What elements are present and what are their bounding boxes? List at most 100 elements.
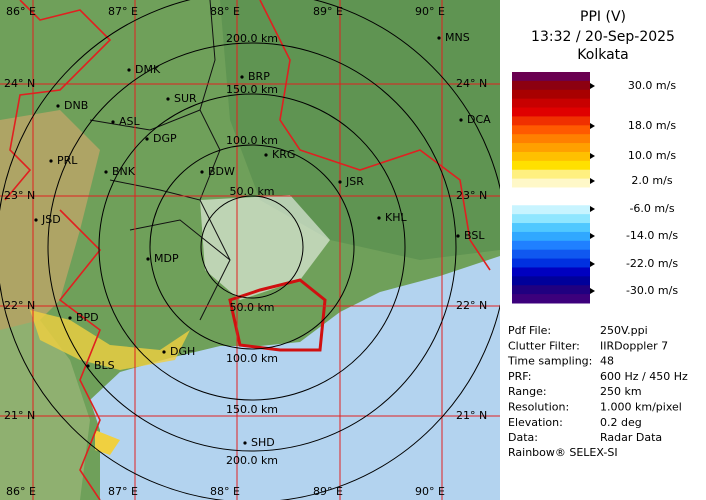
scale-band	[512, 240, 590, 251]
lat-label: 22° N	[456, 299, 487, 312]
ring-label: 100.0 km	[226, 352, 278, 365]
scale-band	[512, 116, 590, 126]
info-key: Range:	[508, 385, 547, 398]
scale-label: -6.0 m/s	[629, 202, 674, 215]
scale-tick	[590, 261, 595, 267]
info-value: 250V.ppi	[600, 324, 648, 337]
scale-label: -22.0 m/s	[626, 257, 678, 270]
scale-band	[512, 98, 590, 109]
scale-band	[512, 294, 590, 304]
city-label: ASL	[119, 115, 141, 128]
ring-label: 200.0 km	[226, 454, 278, 467]
scale-label: -14.0 m/s	[626, 229, 678, 242]
city-label: DNB	[64, 99, 88, 112]
city-dot	[68, 316, 72, 320]
scale-band	[512, 214, 590, 224]
lon-label: 86° E	[6, 485, 36, 498]
city-dot	[86, 364, 90, 368]
city-label: KRG	[272, 148, 295, 161]
lat-label: 21° N	[4, 409, 35, 422]
info-value: 1.000 km/pixel	[600, 401, 682, 414]
ring-label: 150.0 km	[226, 83, 278, 96]
city-label: SUR	[174, 92, 197, 105]
scale-tick	[590, 178, 595, 184]
city-dot	[437, 36, 441, 40]
scale-tick	[590, 288, 595, 294]
lat-label: 24° N	[4, 77, 35, 90]
scale-band	[512, 178, 590, 188]
scale-band	[512, 231, 590, 242]
city-dot	[338, 180, 342, 184]
lowland	[0, 320, 90, 500]
lon-label: 86° E	[6, 5, 36, 18]
scale-band	[512, 267, 590, 277]
lat-label: 24° N	[456, 77, 487, 90]
info-value: 250 km	[600, 385, 642, 398]
city-dot	[459, 118, 463, 122]
city-dot	[243, 441, 247, 445]
city-dot	[166, 97, 170, 101]
map: 86° E86° E87° E87° E88° E88° E89° E89° E…	[0, 0, 500, 500]
info-key: Pdf File:	[508, 324, 551, 337]
scale-label: 2.0 m/s	[631, 174, 672, 187]
city-dot	[377, 216, 381, 220]
city-label: BPD	[76, 311, 99, 324]
echo-white	[200, 195, 330, 300]
scale-band	[512, 72, 590, 82]
border	[58, 209, 102, 500]
city-dot	[111, 120, 115, 124]
city-label: DCA	[467, 113, 491, 126]
scale-band	[512, 249, 590, 260]
scale-band	[512, 276, 590, 286]
border	[259, 0, 491, 271]
city-label: DGH	[170, 345, 195, 358]
city-label: SHD	[251, 436, 275, 449]
city-label: JSR	[345, 175, 364, 188]
scale-tick	[590, 206, 595, 212]
lon-label: 89° E	[313, 5, 343, 18]
city-dot	[104, 170, 108, 174]
station: Kolkata	[577, 47, 628, 63]
city-dot	[145, 137, 149, 141]
echo-red	[228, 278, 327, 352]
city-label: BSL	[464, 229, 485, 242]
scale-band	[512, 285, 590, 295]
city-label: JSD	[41, 213, 61, 226]
scale-band	[512, 258, 590, 268]
lon-label: 87° E	[108, 485, 138, 498]
scale-band	[512, 151, 590, 162]
info-value: 600 Hz / 450 Hz	[600, 370, 688, 383]
scale-band	[512, 187, 590, 197]
title: PPI (V)	[580, 9, 626, 25]
info-value: 0.2 deg	[600, 416, 642, 429]
city-dot	[127, 68, 131, 72]
scale-label: 18.0 m/s	[628, 119, 676, 132]
lat-label: 22° N	[4, 299, 35, 312]
info-key: Time sampling:	[507, 355, 592, 368]
scale-band	[512, 143, 590, 153]
city-dot	[240, 75, 244, 79]
info-key: PRF:	[508, 370, 531, 383]
city-dot	[56, 104, 60, 108]
info-value: 48	[600, 355, 614, 368]
ring-label: 50.0 km	[229, 185, 274, 198]
footer: Rainbow® SELEX-SI	[508, 446, 618, 459]
city-dot	[34, 218, 38, 222]
side-panel: PPI (V) 13:32 / 20-Sep-2025 Kolkata Rain…	[500, 0, 706, 500]
city-label: MNS	[445, 31, 470, 44]
lat-label: 23° N	[4, 189, 35, 202]
cities: MNS DMK BRP DNB SUR DCA ASL DGP PRL BNK KRG BDW JSR J…	[34, 31, 491, 449]
city-label: DGP	[153, 132, 177, 145]
scale-band	[512, 196, 590, 206]
city-label: KHL	[385, 211, 407, 224]
ring-label: 200.0 km	[226, 32, 278, 45]
scale-tick	[590, 233, 595, 239]
range-ring	[98, 93, 406, 401]
info-key: Data:	[508, 431, 538, 444]
datetime: 13:32 / 20-Sep-2025	[531, 29, 675, 45]
range-ring	[200, 195, 304, 299]
info-key: Clutter Filter:	[508, 339, 580, 352]
lon-label: 90° E	[415, 5, 445, 18]
echo-yellow	[95, 430, 120, 455]
hills	[0, 110, 100, 340]
